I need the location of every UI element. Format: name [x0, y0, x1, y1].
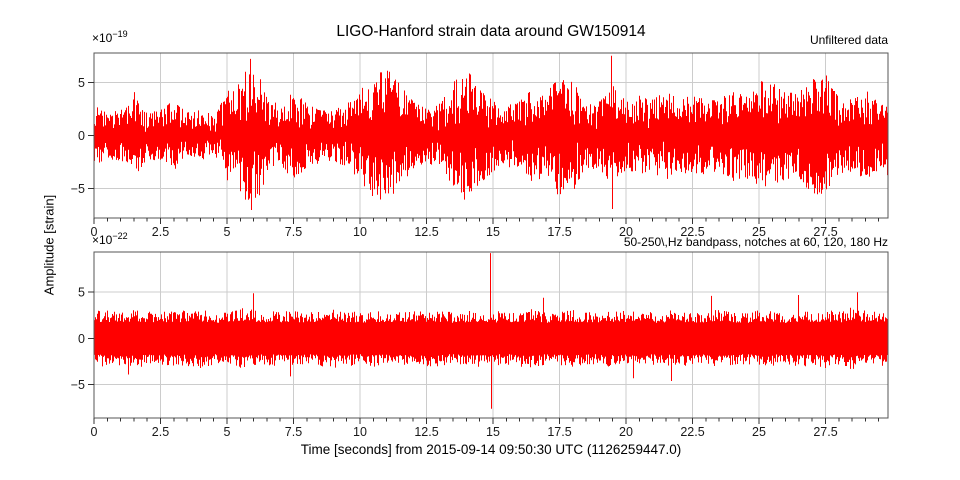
top-plot: 0 2.5 5 7.5 10 12.5 15 17.5 20 22.5 25 27.5 −5 0 5 — [71, 52, 889, 239]
x-tick-label: 27.5 — [813, 425, 837, 439]
y-tick-label: 5 — [78, 286, 85, 300]
strain-waveform — [94, 253, 888, 409]
x-tick-label: 27.5 — [813, 225, 837, 239]
bottom-offset-base: ×10 — [92, 233, 113, 247]
top-plot-annotation: Unfiltered data — [809, 33, 888, 47]
bottom-offset-exponent: −22 — [112, 231, 128, 241]
y-tick-label: 0 — [78, 332, 85, 346]
y-axis-label: Amplitude [strain] — [41, 194, 57, 296]
x-tick-label: 20 — [619, 425, 633, 439]
x-tick-label: 5 — [224, 425, 231, 439]
x-tick-label: 25 — [752, 425, 766, 439]
bottom-plot-offset-label: ×10−22 — [92, 231, 128, 247]
y-tick-label: 0 — [78, 129, 85, 143]
y-tick-label: −5 — [71, 378, 85, 392]
x-tick-label: 10 — [353, 425, 367, 439]
y-tick-label: −5 — [71, 182, 85, 196]
top-offset-base: ×10 — [92, 31, 113, 45]
x-tick-label: 15 — [486, 225, 500, 239]
figure-title: LIGO-Hanford strain data around GW150914 — [336, 23, 646, 40]
x-tick-label: 7.5 — [285, 225, 302, 239]
axes-spines — [93, 251, 889, 419]
x-tick-label: 25 — [752, 225, 766, 239]
top-plot-offset-label: ×10−19 — [92, 29, 128, 45]
x-axis-label: Time [seconds] from 2015-09-14 09:50:30 … — [300, 442, 682, 457]
x-tick-label: 12.5 — [414, 425, 438, 439]
x-tick-label: 5 — [224, 225, 231, 239]
x-tick-label: 17.5 — [547, 225, 571, 239]
x-tick-label: 0 — [91, 425, 98, 439]
x-tick-label: 22.5 — [680, 225, 704, 239]
x-tick-label: 2.5 — [152, 425, 169, 439]
y-tick-label: 5 — [78, 76, 85, 90]
x-tick-label: 0 — [91, 225, 98, 239]
bottom-plot-annotation: 50-250\,Hz bandpass, notches at 60, 120,… — [623, 235, 888, 249]
x-tick-label: 12.5 — [414, 225, 438, 239]
x-tick-label: 17.5 — [547, 425, 571, 439]
strain-waveform — [94, 55, 888, 210]
x-tick-label: 15 — [486, 425, 500, 439]
x-tick-label: 22.5 — [680, 425, 704, 439]
x-tick-label: 20 — [619, 225, 633, 239]
x-tick-label: 2.5 — [152, 225, 169, 239]
bottom-plot: 0 2.5 5 7.5 10 12.5 15 17.5 20 22.5 25 27.5 −5 0 5 — [71, 251, 889, 439]
top-offset-exponent: −19 — [112, 29, 128, 39]
x-tick-label: 10 — [353, 225, 367, 239]
x-tick-label: 7.5 — [285, 425, 302, 439]
